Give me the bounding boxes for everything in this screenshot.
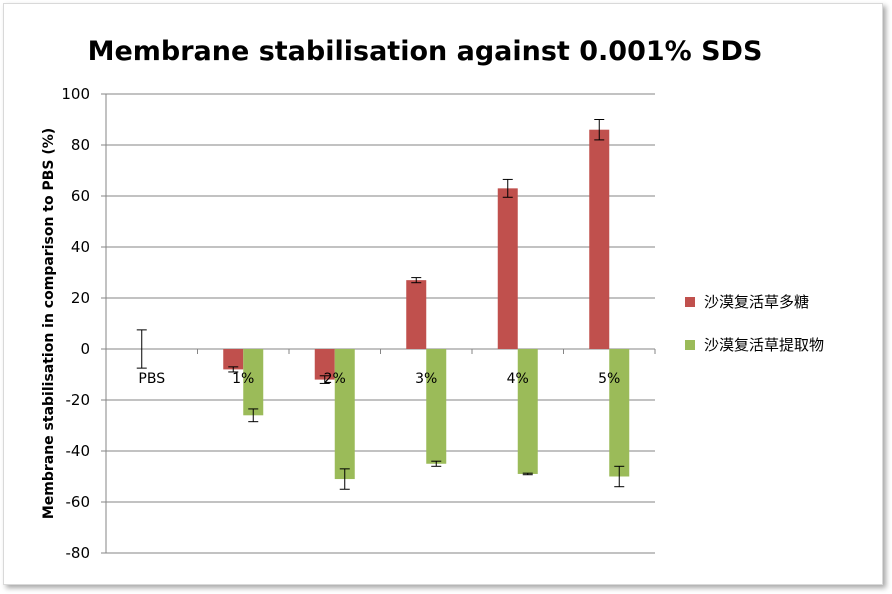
y-tick-label: -20 <box>66 391 91 409</box>
bar-extract <box>243 349 264 416</box>
bar-extract <box>609 349 630 477</box>
x-category-label: 2% <box>324 371 346 387</box>
legend-swatch <box>685 340 695 350</box>
legend-label: 沙漠复活草提取物 <box>704 336 824 354</box>
error-bars <box>136 119 625 490</box>
y-tick-label: -80 <box>66 544 91 562</box>
x-category-label: 5% <box>598 371 620 387</box>
bar-polysaccharide <box>589 129 610 349</box>
bar-extract <box>334 349 355 480</box>
bar-polysaccharide <box>406 280 427 349</box>
y-tick-label: -40 <box>66 442 91 460</box>
y-tick-label: 80 <box>71 136 90 154</box>
legend-label: 沙漠复活草多糖 <box>704 293 809 311</box>
y-tick-label: 0 <box>80 340 90 358</box>
y-axis-label: Membrane stabilisation in comparison to … <box>41 128 57 519</box>
y-axis-ticks: 100 80 60 40 20 0 -20 -40 -60 -80 <box>61 85 90 562</box>
gridlines <box>106 93 655 554</box>
chart-frame: Membrane stabilisation against 0.001% SD… <box>3 3 883 585</box>
y-tick-label: 60 <box>71 187 90 205</box>
bars <box>223 129 630 480</box>
bar-extract <box>426 349 447 464</box>
x-category-label: PBS <box>138 371 165 387</box>
legend-swatch <box>685 297 695 307</box>
y-tick-label: 100 <box>61 85 90 103</box>
x-category-label: 3% <box>415 371 437 387</box>
chart: Membrane stabilisation against 0.001% SD… <box>41 36 824 562</box>
y-tick-label: 40 <box>71 238 90 256</box>
bar-polysaccharide <box>497 188 518 349</box>
y-tick-label: -60 <box>66 493 91 511</box>
x-category-label: 1% <box>232 371 254 387</box>
category-labels: PBS 1% 2% 3% 4% 5% <box>138 371 620 387</box>
bar-polysaccharide <box>223 349 244 370</box>
y-tick-label: 20 <box>71 289 90 307</box>
axes <box>101 93 656 554</box>
bar-extract <box>517 349 538 474</box>
chart-title: Membrane stabilisation against 0.001% SD… <box>88 36 763 67</box>
x-category-label: 4% <box>507 371 529 387</box>
bar-polysaccharide <box>314 349 335 380</box>
